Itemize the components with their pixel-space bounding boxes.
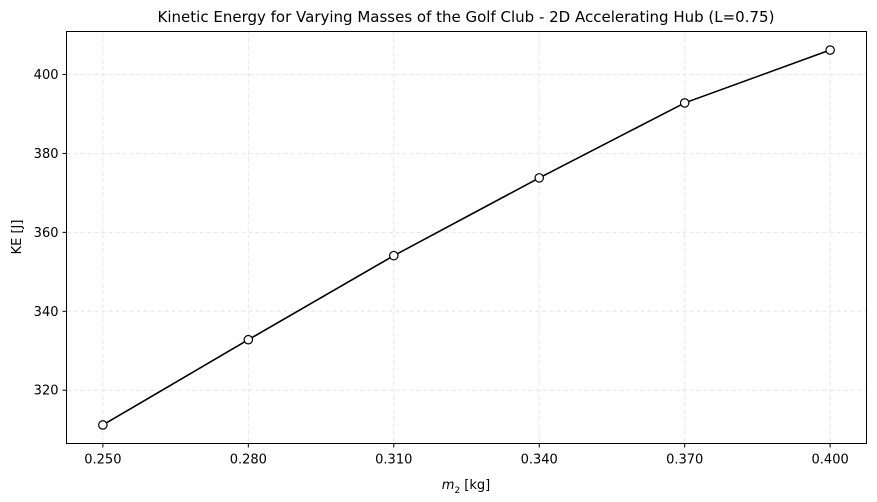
chart-title: Kinetic Energy for Varying Masses of the…: [158, 8, 775, 26]
y-tick-label: 360: [34, 226, 59, 241]
data-point: [243, 334, 254, 345]
x-tick-label: 0.280: [230, 453, 267, 468]
x-tick-label: 0.310: [375, 453, 412, 468]
plot-frame: [66, 31, 867, 444]
x-tick-label: 0.370: [666, 453, 703, 468]
data-point: [388, 250, 399, 261]
x-axis-label-sub: 2: [454, 486, 460, 496]
series-markers: [98, 45, 835, 430]
grid: [66, 31, 867, 444]
x-axis-label: m2 [kg]: [442, 478, 490, 496]
y-tick-label: 380: [34, 147, 59, 162]
x-tick-label: 0.250: [84, 453, 121, 468]
series-line: [102, 49, 831, 426]
y-tick-label: 400: [34, 68, 59, 83]
x-axis-label-unit: [kg]: [460, 478, 490, 493]
data-point: [825, 45, 835, 55]
data-line: [102, 49, 831, 426]
x-tick-label: 0.340: [521, 453, 558, 468]
y-axis-label: KE [J]: [10, 220, 25, 255]
x-tick-label: 0.400: [812, 453, 849, 468]
data-point: [98, 420, 108, 430]
y-tick-label: 320: [34, 384, 59, 399]
x-axis-label-var: m: [442, 478, 455, 493]
ticks: 0.250 0.280 0.310 0.340 0.370 0.400 320 340 360 3…: [34, 68, 849, 467]
data-point: [679, 98, 690, 108]
data-point: [534, 173, 545, 183]
y-tick-label: 340: [34, 305, 59, 320]
